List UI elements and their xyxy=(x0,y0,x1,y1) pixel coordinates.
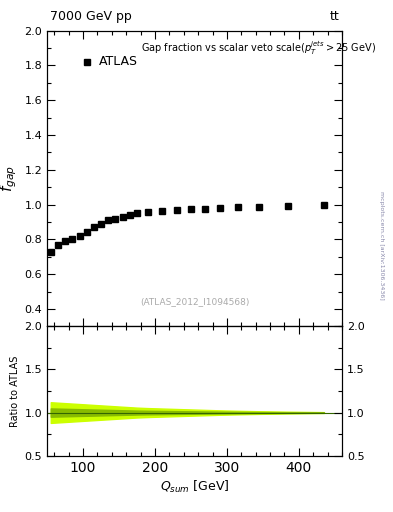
Text: 7000 GeV pp: 7000 GeV pp xyxy=(50,10,132,24)
Text: (ATLAS_2012_I1094568): (ATLAS_2012_I1094568) xyxy=(140,296,249,306)
Text: mcplots.cern.ch [arXiv:1306.3436]: mcplots.cern.ch [arXiv:1306.3436] xyxy=(379,191,384,300)
X-axis label: $Q_{sum}$ [GeV]: $Q_{sum}$ [GeV] xyxy=(160,479,229,495)
Y-axis label: $f_{gap}$: $f_{gap}$ xyxy=(0,165,19,192)
Text: Gap fraction vs scalar veto scale($p_T^{jets}>$25 GeV): Gap fraction vs scalar veto scale($p_T^{… xyxy=(141,39,376,57)
Y-axis label: Ratio to ATLAS: Ratio to ATLAS xyxy=(10,355,20,426)
Text: ATLAS: ATLAS xyxy=(99,55,138,68)
Text: tt: tt xyxy=(329,10,339,24)
